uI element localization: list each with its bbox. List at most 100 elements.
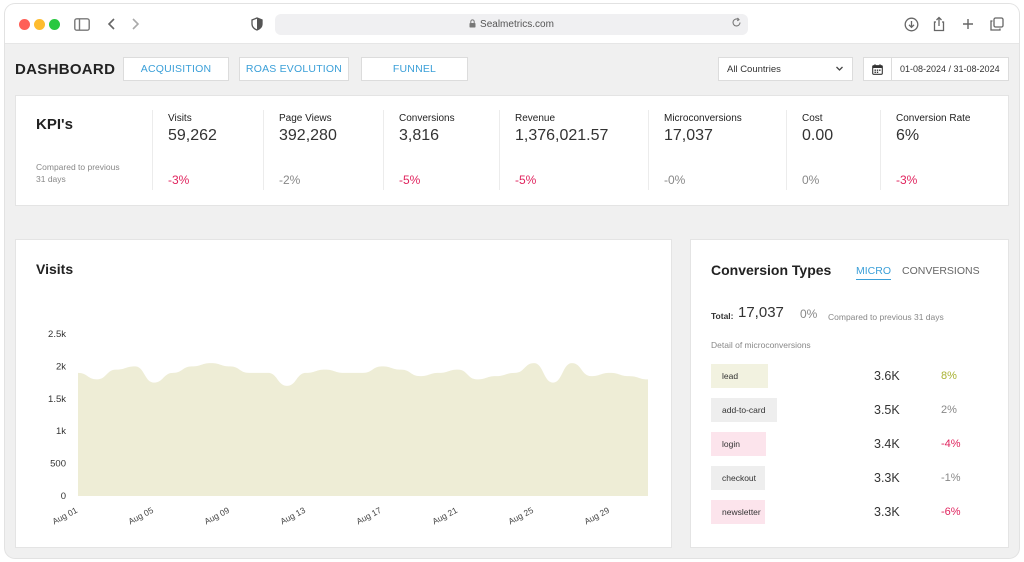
- list-item[interactable]: login 3.4K -4%: [711, 432, 991, 456]
- x-tick-label: Aug 05: [126, 505, 155, 527]
- chevron-down-icon: [835, 64, 844, 76]
- reload-icon[interactable]: [731, 17, 742, 31]
- browser-toolbar: Sealmetrics.com: [5, 4, 1019, 44]
- kpi-change: -2%: [279, 173, 301, 187]
- browser-window: Sealmetrics.com DASHBOARD ACQUISITION RO…: [5, 4, 1019, 558]
- conversion-tag: login: [711, 432, 766, 456]
- tab-micro[interactable]: MICRO: [856, 265, 891, 280]
- country-select-value: All Countries: [727, 63, 781, 75]
- conversion-types-panel: Conversion Types MICRO CONVERSIONS Total…: [690, 239, 1009, 548]
- tab-acquisition[interactable]: ACQUISITION: [123, 57, 229, 81]
- y-tick-label: 500: [50, 459, 66, 470]
- kpi-value: 59,262: [168, 127, 217, 144]
- country-select[interactable]: All Countries: [718, 57, 853, 81]
- x-tick-label: Aug 17: [354, 505, 383, 527]
- back-icon[interactable]: [103, 15, 121, 33]
- privacy-shield-icon[interactable]: [248, 15, 266, 33]
- x-tick-label: Aug 09: [202, 505, 231, 527]
- conversion-value: 3.3K: [874, 505, 900, 519]
- url-text: Sealmetrics.com: [480, 19, 554, 30]
- lock-icon: [469, 18, 476, 31]
- list-item[interactable]: add-to-card 3.5K 2%: [711, 398, 991, 422]
- minimize-window-button[interactable]: [34, 19, 45, 30]
- kpi-change: -5%: [515, 173, 537, 187]
- kpi-value: 6%: [896, 127, 920, 144]
- address-bar[interactable]: Sealmetrics.com: [275, 14, 748, 35]
- y-tick-label: 1k: [56, 426, 66, 437]
- maximize-window-button[interactable]: [49, 19, 60, 30]
- conversion-tag: newsletter: [711, 500, 765, 524]
- total-value: 17,037: [738, 304, 784, 321]
- forward-icon[interactable]: [126, 15, 144, 33]
- x-tick-label: Aug 25: [506, 505, 535, 527]
- kpi-value: 392,280: [279, 127, 337, 144]
- total-label: Total:: [711, 311, 734, 321]
- detail-label: Detail of microconversions: [711, 340, 811, 350]
- y-tick-label: 1.5k: [48, 394, 66, 405]
- conversion-value: 3.6K: [874, 369, 900, 383]
- kpi-divider: [499, 110, 500, 190]
- list-item[interactable]: checkout 3.3K -1%: [711, 466, 991, 490]
- kpi-label: Microconversions: [664, 113, 742, 124]
- kpi-divider: [152, 110, 153, 190]
- kpi-panel: KPI's Compared to previous 31 days Visit…: [15, 95, 1009, 206]
- kpi-divider: [263, 110, 264, 190]
- kpi-title: KPI's: [36, 116, 73, 133]
- date-range-value: 01-08-2024 / 31-08-2024: [900, 64, 1000, 74]
- conversion-tag: checkout: [711, 466, 765, 490]
- list-item[interactable]: newsletter 3.3K -6%: [711, 500, 991, 524]
- y-tick-label: 2.5k: [48, 329, 66, 340]
- conversion-change: -1%: [941, 472, 961, 484]
- download-icon[interactable]: [902, 15, 920, 33]
- tab-funnel[interactable]: FUNNEL: [361, 57, 468, 81]
- conversion-change: -4%: [941, 438, 961, 450]
- conversion-value: 3.3K: [874, 471, 900, 485]
- kpi-divider: [786, 110, 787, 190]
- close-window-button[interactable]: [19, 19, 30, 30]
- conversion-change: 2%: [941, 404, 957, 416]
- kpi-change: -3%: [896, 173, 918, 187]
- kpi-label: Visits: [168, 113, 192, 124]
- share-icon[interactable]: [930, 15, 948, 33]
- conversion-types-title: Conversion Types: [711, 262, 832, 278]
- kpi-divider: [648, 110, 649, 190]
- kpi-value: 3,816: [399, 127, 440, 144]
- kpi-value: 17,037: [664, 127, 713, 144]
- list-item[interactable]: lead 3.6K 8%: [711, 364, 991, 388]
- kpi-change: -0%: [664, 173, 686, 187]
- total-change: 0%: [800, 307, 818, 321]
- x-tick-label: Aug 29: [582, 505, 611, 527]
- tab-overview-icon[interactable]: [988, 15, 1006, 33]
- visits-area-series[interactable]: [78, 363, 648, 496]
- conversion-tag: lead: [711, 364, 768, 388]
- conversion-value: 3.5K: [874, 403, 900, 417]
- date-range-picker[interactable]: 01-08-2024 / 31-08-2024: [863, 57, 1009, 81]
- kpi-value: 1,376,021.57: [515, 127, 609, 144]
- kpi-label: Conversion Rate: [896, 113, 971, 124]
- x-tick-label: Aug 13: [278, 505, 307, 527]
- kpi-change: -5%: [399, 173, 421, 187]
- kpi-divider: [383, 110, 384, 190]
- conversion-tag: add-to-card: [711, 398, 777, 422]
- y-tick-label: 0: [61, 491, 66, 502]
- x-tick-label: Aug 21: [430, 505, 459, 527]
- x-tick-label: Aug 01: [50, 505, 79, 527]
- conversion-change: 8%: [941, 370, 957, 382]
- kpi-label: Page Views: [279, 113, 332, 124]
- kpi-label: Cost: [802, 113, 823, 124]
- kpi-change: 0%: [802, 173, 820, 187]
- conversion-value: 3.4K: [874, 437, 900, 451]
- page-title: DASHBOARD: [15, 61, 116, 78]
- visits-chart-title: Visits: [36, 261, 74, 277]
- y-tick-label: 2k: [56, 361, 66, 372]
- tab-roas-evolution[interactable]: ROAS EVOLUTION: [239, 57, 349, 81]
- visits-chart-panel: Visits 2.5k 2k 1.5k 1k 500 0 Aug 01 Aug 05 Aug 0…: [15, 239, 672, 548]
- conversion-change: -6%: [941, 506, 961, 518]
- kpi-comparison-note: Compared to previous 31 days: [36, 162, 120, 184]
- tab-conversions[interactable]: CONVERSIONS: [902, 265, 980, 277]
- total-comparison-note: Compared to previous 31 days: [828, 312, 944, 322]
- calendar-icon[interactable]: [864, 58, 892, 80]
- visits-area-chart[interactable]: 2.5k 2k 1.5k 1k 500 0 Aug 01 Aug 05 Aug 09 Aug 13…: [16, 240, 673, 549]
- new-tab-icon[interactable]: [959, 15, 977, 33]
- sidebar-toggle-icon[interactable]: [73, 15, 91, 33]
